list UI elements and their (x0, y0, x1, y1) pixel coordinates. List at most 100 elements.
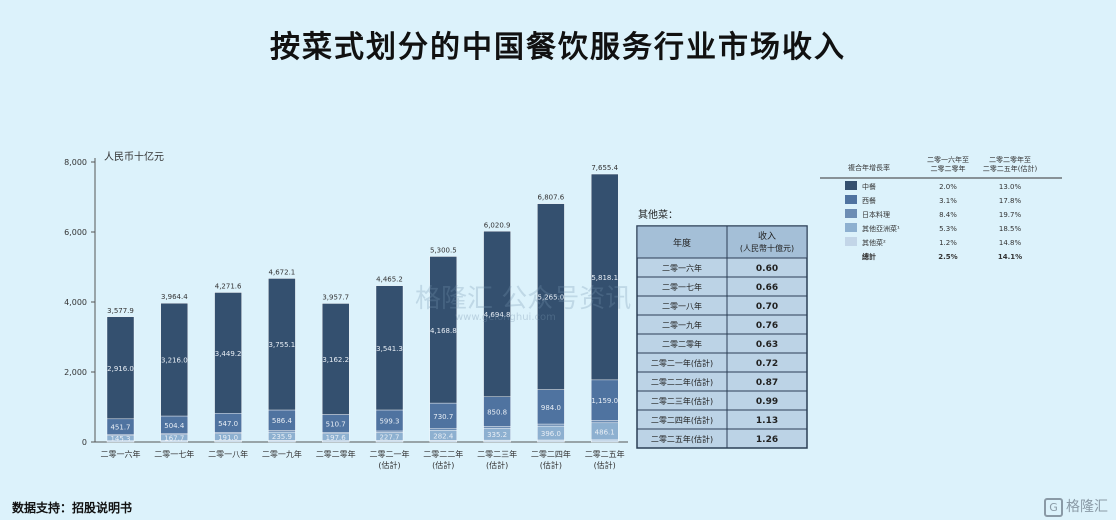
side-table-value: 0.99 (756, 397, 778, 407)
x-tick-label: 二零二五年 (585, 449, 625, 459)
y-tick-label: 4,000 (64, 298, 87, 307)
x-tick-label: 二零一八年 (208, 449, 248, 459)
bar-segment-label: 3,541.3 (376, 345, 403, 353)
bar-segment (375, 285, 404, 411)
legend-header: 二零二零年 (931, 164, 966, 173)
y-tick-label: 6,000 (64, 228, 87, 237)
legend-cagr: 17.8% (999, 197, 1022, 205)
bar-segment-label: 167.7 (164, 435, 184, 443)
legend-series-name: 中餐 (862, 182, 876, 191)
side-table-value: 0.66 (756, 283, 778, 293)
bar-segment-label: 730.7 (433, 413, 453, 421)
legend-cagr: 14.8% (999, 239, 1022, 247)
legend-swatch (845, 223, 857, 232)
bar-total-label: 4,672.1 (269, 268, 296, 276)
legend-cagr: 5.3% (939, 225, 957, 233)
bar-total-label: 7,655.4 (591, 164, 618, 172)
bar-segment-label: 3,755.1 (269, 341, 296, 349)
bar-segment-label: 145.3 (110, 435, 130, 443)
side-table-value: 1.26 (756, 435, 778, 445)
legend-header: 二零二五年(估計) (983, 164, 1038, 173)
bar-total-label: 3,964.4 (161, 293, 188, 301)
legend-total-name: 總計 (862, 252, 876, 261)
bar-segment-label: 3,216.0 (161, 357, 188, 365)
bar-segment-label: 5,818.1 (591, 274, 618, 282)
brand-icon: G (1044, 498, 1063, 517)
x-tick-label: 二零一六年 (101, 449, 141, 459)
x-tick-label: 二零二二年 (423, 449, 463, 459)
legend-swatch (845, 209, 857, 218)
legend-cagr: 19.7% (999, 211, 1022, 219)
bar-total-label: 4,271.6 (215, 282, 242, 290)
bar-segment (429, 256, 457, 404)
side-table-year: 二零二四年(估計) (651, 415, 713, 425)
bar-segment-label: 984.0 (541, 404, 561, 412)
bar-total-label: 3,577.9 (107, 307, 134, 315)
bar-segment-label: 1,159.0 (591, 397, 618, 405)
bar-segment (160, 303, 189, 417)
bar-segment (537, 203, 565, 390)
legend-series-name: 其他亞洲菜¹ (862, 224, 900, 233)
chart-title: 按菜式划分的中国餐饮服务行业市场收入 (270, 30, 846, 65)
bar-segment-label: 235.9 (272, 433, 292, 441)
x-tick-label: 二零二一年 (370, 449, 410, 459)
bar-segment-label: 850.8 (487, 409, 507, 417)
legend-total-cagr: 2.5% (938, 253, 957, 261)
legend-cagr: 3.1% (939, 197, 957, 205)
bar-segment (591, 379, 619, 421)
side-table-value: 0.87 (756, 378, 778, 388)
side-table-year: 二零二零年 (662, 339, 702, 349)
bar-segment (591, 173, 619, 381)
x-tick-label: (估計) (594, 460, 616, 470)
legend-cagr: 8.4% (939, 211, 957, 219)
side-table-value: 0.70 (756, 302, 778, 312)
legend-swatch (845, 195, 857, 204)
x-tick-label: 二零一九年 (262, 449, 302, 459)
bar-segment (429, 402, 457, 429)
bar-segment-label: 282.4 (433, 432, 454, 440)
side-table-year: 二零二一年(估計) (651, 358, 713, 368)
bar-segment-label: 504.4 (164, 422, 185, 430)
y-tick-label: 8,000 (64, 158, 87, 167)
legend-series-name: 西餐 (862, 196, 876, 205)
bar-segment-label: 2,916.0 (107, 365, 134, 373)
legend-header: 二零二零年至 (989, 155, 1031, 164)
legend-cagr: 18.5% (999, 225, 1022, 233)
side-table-value: 0.60 (756, 264, 778, 274)
brand-name: 格隆汇 (1066, 499, 1108, 515)
bar-segment (483, 439, 511, 443)
x-tick-label: 二零二四年 (531, 449, 571, 459)
legend-total-cagr: 14.1% (998, 253, 1022, 261)
side-table-year: 二零二三年(估計) (651, 396, 713, 406)
bar-segment (322, 303, 350, 415)
bar-segment-label: 599.3 (379, 417, 399, 425)
bar-segment-label: 396.0 (541, 430, 561, 438)
y-tick-label: 2,000 (64, 368, 87, 377)
legend-cagr: 2.0% (939, 183, 957, 191)
y-tick-label: 0 (82, 438, 87, 447)
watermark: 格隆汇 公众号资讯 (415, 284, 632, 314)
bar-total-label: 3,957.7 (322, 293, 349, 301)
side-table-label: 其他菜： (638, 208, 678, 221)
legend-swatch (845, 181, 857, 190)
legend-cagr: 1.2% (939, 239, 957, 247)
legend-series-name: 其他菜² (862, 238, 886, 247)
bar-segment (483, 426, 511, 429)
side-table-year: 二零二二年(估計) (651, 377, 713, 387)
side-table-year: 二零一六年 (662, 263, 702, 273)
bar-total-label: 4,465.2 (376, 276, 403, 284)
bar-segment-label: 227.7 (379, 433, 399, 441)
x-tick-label: (估計) (432, 460, 454, 470)
x-tick-label: (估計) (486, 460, 508, 470)
bar-segment (214, 432, 242, 434)
bar-segment (214, 292, 242, 414)
bar-total-label: 6,807.6 (538, 194, 565, 202)
bar-segment-label: 547.0 (218, 420, 238, 428)
brand-logo: G 格隆汇 (1044, 496, 1108, 517)
bar-segment-label: 191.0 (218, 434, 238, 442)
bar-segment-label: 586.4 (272, 417, 293, 425)
x-tick-label: 二零一七年 (154, 449, 194, 459)
bar-segment (537, 423, 565, 427)
bar-segment (591, 439, 619, 443)
